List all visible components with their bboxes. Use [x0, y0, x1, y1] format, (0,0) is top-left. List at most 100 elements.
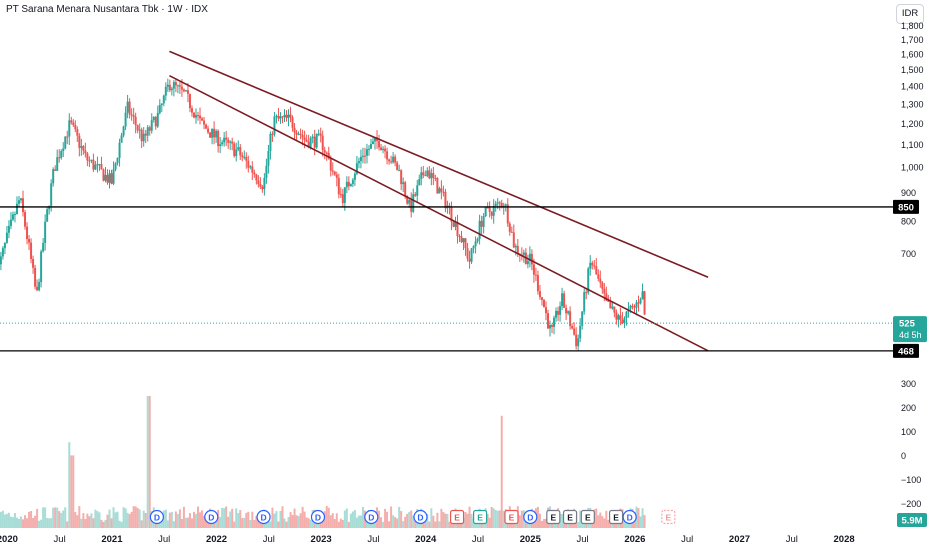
- volume-bar: [579, 510, 582, 528]
- volume-bar: [100, 519, 103, 528]
- volume-bar: [637, 508, 640, 528]
- dividend-marker: [149, 509, 164, 525]
- candle-body: [420, 172, 423, 180]
- volume-bar: [402, 521, 405, 528]
- event-marker-label: E: [454, 512, 460, 522]
- candle-body: [245, 156, 248, 161]
- volume-bar: [359, 515, 362, 528]
- level-label-box: [893, 343, 919, 358]
- volume-bar: [180, 518, 183, 528]
- current-price-box: [893, 316, 927, 343]
- candle-body: [207, 128, 210, 133]
- candle-body: [595, 266, 598, 275]
- candle-body: [46, 209, 49, 222]
- volume-bar: [442, 512, 445, 528]
- volume-bar: [526, 521, 529, 528]
- candle-body: [152, 117, 155, 121]
- candle-body: [619, 315, 622, 320]
- volume-bar: [388, 521, 391, 528]
- volume-bar: [386, 511, 389, 528]
- volume-bar: [188, 513, 191, 528]
- volume-bar: [287, 517, 290, 528]
- candle-body: [203, 120, 206, 125]
- candle-body: [536, 275, 539, 292]
- volume-bar: [172, 521, 175, 528]
- volume-bar: [124, 508, 127, 528]
- chart-title: PT Sarana Menara Nusantara Tbk · 1W · ID…: [6, 4, 208, 15]
- volume-bar: [104, 519, 107, 528]
- candle-body: [44, 221, 47, 243]
- candle-body: [631, 305, 634, 307]
- candle-body: [148, 127, 151, 131]
- event-marker-label: E: [666, 512, 672, 522]
- volume-bar: [0, 511, 2, 528]
- volume-bar: [233, 521, 236, 528]
- candle-body: [11, 214, 14, 220]
- volume-bar: [217, 509, 220, 528]
- volume-bar: [221, 507, 224, 528]
- volume-bar: [595, 508, 598, 528]
- volume-bar: [140, 520, 143, 528]
- volume-bar: [394, 517, 397, 528]
- volume-bar: [54, 507, 57, 528]
- candle-body: [166, 84, 169, 87]
- earnings-marker: [580, 509, 595, 525]
- volume-bar: [339, 518, 342, 528]
- volume-bar: [1, 510, 4, 528]
- candle-body: [162, 95, 165, 104]
- candle-body: [359, 156, 362, 162]
- candle-body: [92, 159, 95, 170]
- candle-body: [367, 148, 370, 150]
- volume-bar: [168, 512, 171, 528]
- x-tick-label: Jul: [681, 534, 693, 545]
- volume-bar: [243, 517, 246, 528]
- volume-bar: [76, 515, 79, 528]
- volume-bar: [50, 518, 53, 528]
- volume-bar: [40, 519, 43, 528]
- candle-body: [398, 170, 401, 172]
- price-tick-label: 1,700: [901, 35, 924, 45]
- volume-bar: [319, 521, 322, 528]
- candle-body: [164, 86, 167, 96]
- volume-bar: [639, 516, 642, 528]
- volume-tick-label: 300: [901, 379, 916, 389]
- volume-bar: [30, 510, 33, 528]
- candle-body: [571, 326, 574, 329]
- volume-bar: [42, 507, 45, 528]
- volume-bar: [299, 513, 302, 528]
- candle-body: [347, 181, 350, 187]
- candle-body: [404, 182, 407, 196]
- volume-bar: [164, 509, 167, 528]
- dividend-marker: [204, 509, 219, 525]
- candle-body: [339, 194, 342, 196]
- candle-body: [470, 248, 473, 262]
- event-marker-label: D: [154, 512, 160, 522]
- volume-bar: [34, 515, 37, 528]
- volume-bar: [351, 511, 354, 528]
- volume-bar: [343, 510, 346, 528]
- volume-bar: [434, 521, 437, 528]
- candle-body: [408, 199, 411, 204]
- volume-bar: [174, 511, 177, 528]
- volume-bar: [86, 513, 89, 528]
- candle-body: [353, 173, 356, 180]
- candle-body: [484, 207, 487, 217]
- volume-bar: [58, 511, 61, 528]
- currency-button[interactable]: IDR: [896, 4, 924, 24]
- x-tick-label: 2022: [206, 534, 227, 545]
- volume-bar: [281, 506, 284, 528]
- volume-bar: [229, 511, 232, 528]
- volume-bar: [390, 506, 393, 528]
- volume-bar: [126, 512, 129, 528]
- volume-bar: [64, 507, 67, 528]
- candle-body: [559, 306, 562, 315]
- volume-bar: [476, 521, 479, 528]
- candle-body: [542, 299, 545, 308]
- volume-bar: [231, 508, 234, 528]
- candle-body: [259, 184, 262, 187]
- volume-bar: [245, 512, 248, 528]
- candle-body: [351, 179, 354, 185]
- candle-body: [32, 258, 35, 268]
- volume-bar: [396, 518, 399, 528]
